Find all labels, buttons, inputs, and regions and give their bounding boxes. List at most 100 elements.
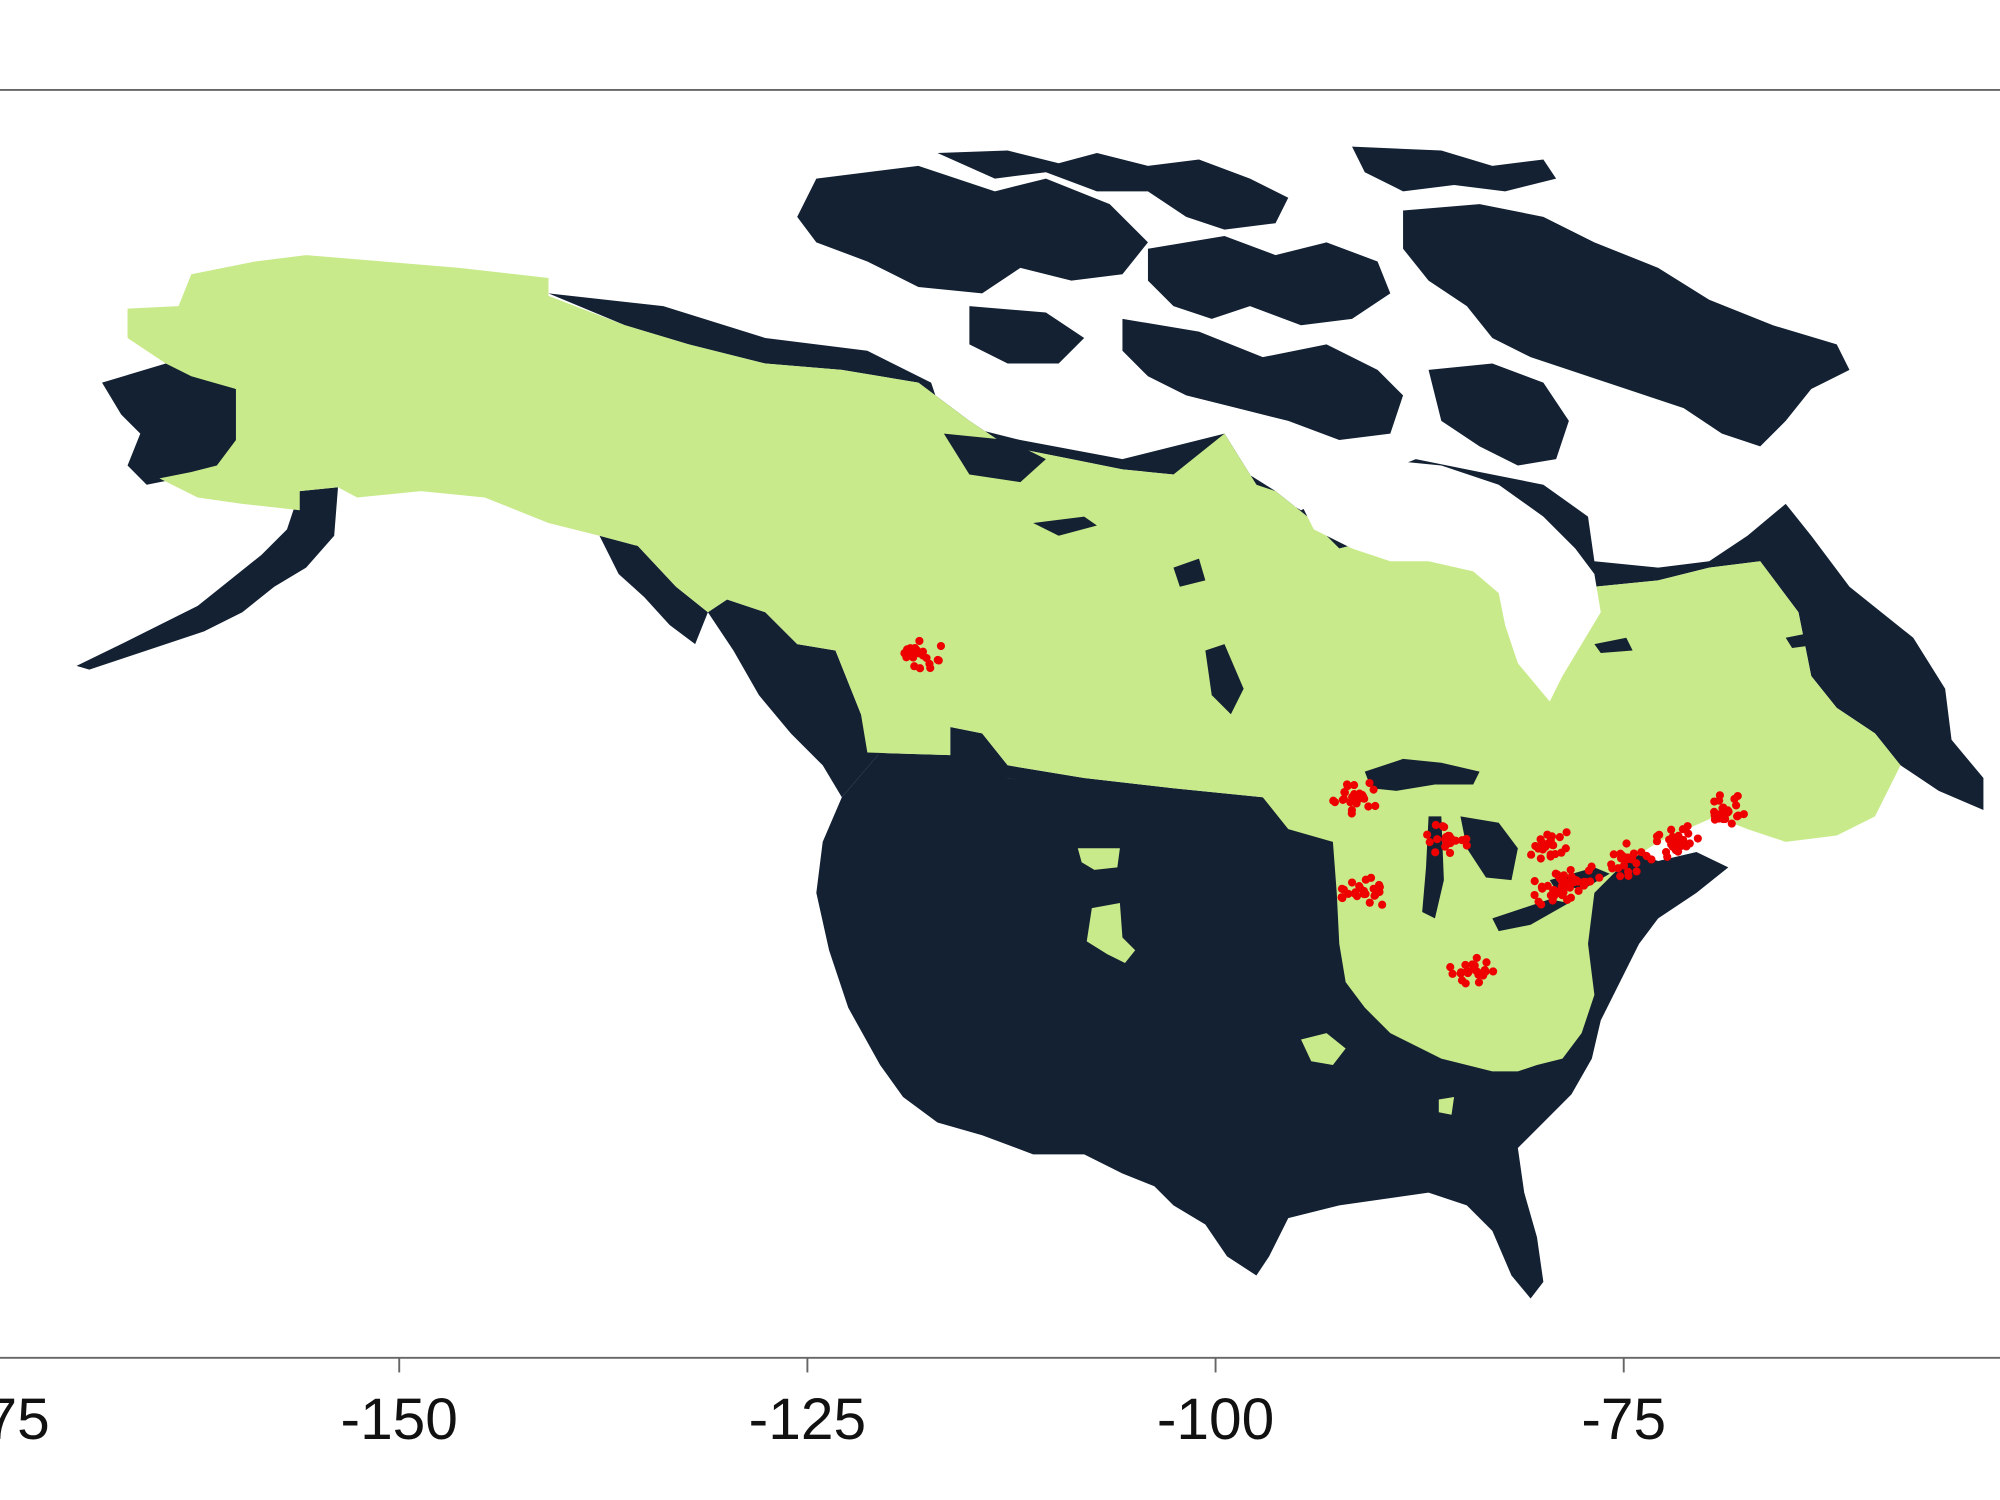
occurrence-point — [1371, 801, 1380, 811]
occurrence-point — [1710, 815, 1720, 824]
occurrence-point — [1346, 798, 1355, 807]
occurrence-point — [1375, 880, 1384, 890]
occurrence-point — [1537, 900, 1546, 909]
occurrence-point — [1584, 866, 1593, 875]
occurrence-point — [1543, 881, 1552, 890]
occurrence-point — [1329, 796, 1338, 805]
occurrence-point — [1710, 797, 1719, 806]
occurrence-point — [1365, 898, 1374, 907]
occurrence-point — [915, 664, 925, 673]
great-lake-erie — [1492, 899, 1569, 932]
x-tick-label: -75 — [1581, 1387, 1666, 1452]
occurrence-point — [1369, 785, 1378, 794]
occurrence-point — [1457, 976, 1467, 985]
range-patch-missouri — [1301, 1033, 1346, 1066]
occurrence-point — [1549, 885, 1558, 895]
occurrence-point — [1474, 978, 1484, 987]
occurrence-cluster — [1423, 820, 1471, 858]
occurrence-point — [1721, 814, 1730, 824]
occurrence-point — [1489, 967, 1498, 976]
occurrence-point — [902, 653, 911, 662]
occurrence-point — [1616, 849, 1625, 858]
occurrence-point — [1458, 836, 1467, 845]
occurrence-point — [906, 644, 915, 653]
occurrence-point — [1446, 963, 1455, 972]
occurrence-point — [1531, 841, 1540, 851]
land-arctic-islands-4 — [1352, 146, 1557, 192]
occurrence-point — [1339, 794, 1348, 804]
occurrence-point — [1667, 825, 1676, 834]
occurrence-point — [1462, 841, 1471, 850]
occurrence-point — [1530, 890, 1539, 900]
occurrence-point — [1715, 791, 1724, 800]
occurrence-point — [1344, 889, 1353, 898]
occurrence-point — [918, 647, 928, 656]
occurrence-point — [1566, 865, 1575, 875]
x-tick-label: -125 — [749, 1387, 866, 1452]
occurrence-point — [1623, 867, 1633, 876]
land-arctic-islands-1 — [797, 165, 1148, 294]
occurrence-point — [1461, 960, 1470, 970]
occurrence-point — [1365, 778, 1374, 788]
occurrence-point — [1647, 855, 1656, 864]
occurrence-point — [1727, 819, 1736, 828]
great-bear-lake — [943, 433, 1046, 483]
x-tick-label: -100 — [1157, 1387, 1274, 1452]
occurrence-point — [1555, 833, 1564, 842]
occurrence-point — [1616, 872, 1625, 881]
occurrence-point — [1622, 839, 1631, 848]
occurrence-point — [1481, 967, 1490, 976]
land-arctic-islands-6 — [969, 306, 1085, 364]
occurrence-point — [1482, 958, 1491, 967]
occurrence-point — [1440, 822, 1449, 832]
occurrence-point — [1446, 839, 1455, 848]
occurrence-point — [1361, 875, 1370, 884]
great-lake-superior — [1364, 758, 1480, 791]
range-lake-patches — [1594, 631, 1822, 654]
occurrence-point — [1536, 854, 1545, 863]
occurrence-point — [1448, 969, 1457, 978]
occurrence-point — [1684, 829, 1693, 838]
occurrence-point — [1559, 871, 1568, 880]
lake-athabasca — [1033, 516, 1097, 536]
occurrence-point — [1378, 900, 1387, 909]
land-arctic-islands-2 — [937, 150, 1289, 230]
occurrence-point — [1678, 825, 1687, 834]
occurrence-point — [1549, 841, 1558, 850]
occurrence-point — [1608, 864, 1617, 873]
occurrence-point — [1665, 835, 1674, 844]
occurrence-cluster — [1527, 828, 1571, 863]
occurrence-cluster — [900, 636, 946, 673]
occurrence-cluster — [1607, 839, 1656, 881]
occurrence-point — [1350, 780, 1359, 790]
range-patch-tennessee — [1438, 1096, 1455, 1115]
land-arctic-islands-3 — [1147, 235, 1391, 326]
occurrence-point — [1637, 848, 1646, 857]
land-arctic-islands-5 — [1122, 318, 1404, 441]
great-lake-huron — [1460, 816, 1518, 881]
land-alaska-peninsula — [76, 487, 339, 670]
occurrence-point — [1574, 886, 1583, 895]
occurrence-point — [1468, 960, 1477, 969]
x-tick-label: -150 — [341, 1387, 458, 1452]
great-slave-lake — [1173, 558, 1206, 587]
occurrence-cluster — [1710, 791, 1748, 828]
occurrence-cluster — [1329, 778, 1380, 818]
occurrence-point — [1579, 879, 1589, 888]
occurrence-point — [936, 641, 946, 651]
x-axis: -175 -150 -125 -100 -75 — [0, 1358, 1666, 1452]
occurrence-point — [1361, 889, 1370, 899]
occurrence-point — [1609, 850, 1618, 859]
occurrence-point — [1632, 867, 1641, 876]
range-patch-utah — [1077, 848, 1120, 870]
occurrence-point — [1472, 953, 1481, 962]
occurrence-point — [1734, 811, 1743, 820]
occurrence-point — [1541, 842, 1550, 851]
occurrence-point — [934, 656, 943, 665]
x-tick-label: -175 — [0, 1387, 50, 1452]
occurrence-cluster — [1553, 862, 1604, 902]
range-layer — [127, 255, 1901, 1115]
occurrence-point — [1732, 801, 1741, 810]
hudson-bay — [1301, 459, 1601, 702]
